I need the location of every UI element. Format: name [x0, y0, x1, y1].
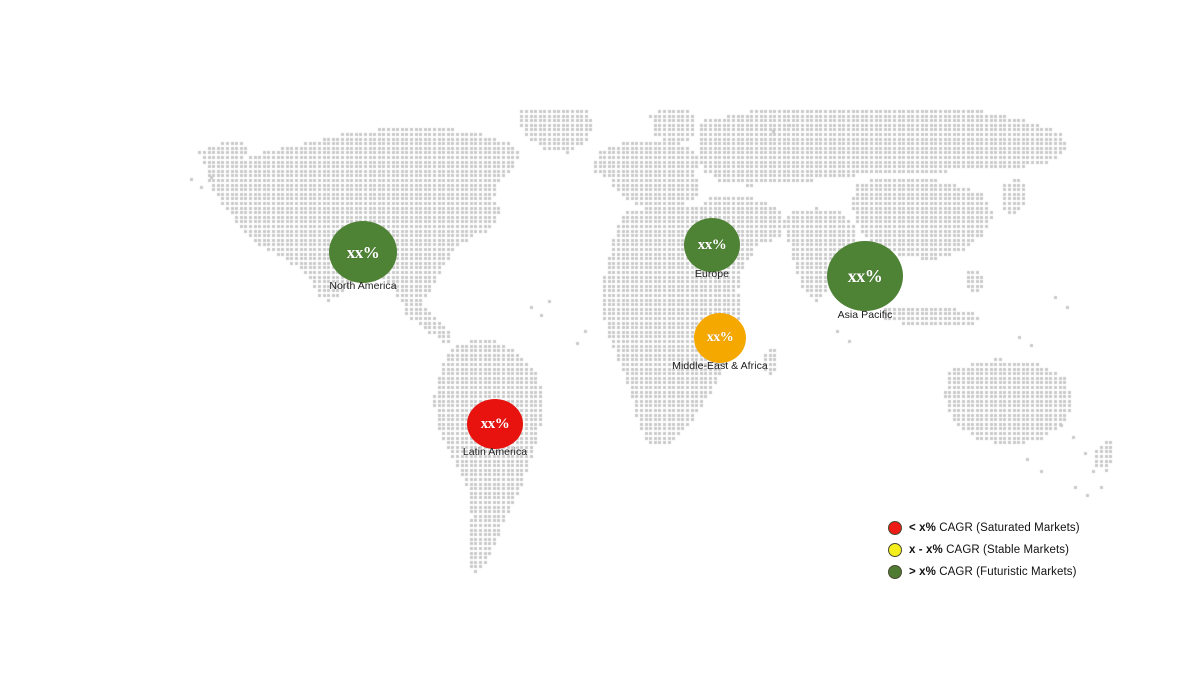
- legend-suffix: CAGR (Futuristic Markets): [935, 566, 1077, 578]
- bubble-value: xx%: [697, 236, 727, 253]
- bubble-value: xx%: [847, 266, 883, 286]
- bubble-label: Asia Pacific: [837, 309, 893, 321]
- legend-swatch-stable: [888, 543, 902, 557]
- legend-item-stable[interactable]: x - x% CAGR (Stable Markets): [888, 539, 1088, 561]
- legend-label: > x% CAGR (Futuristic Markets): [909, 566, 1077, 578]
- bubble-value: xx%: [346, 242, 380, 262]
- bubble-circle: xx%: [329, 221, 397, 283]
- legend-suffix: CAGR (Saturated Markets): [935, 522, 1080, 534]
- region-bubble-middle-east-africa[interactable]: xx% Middle-East & Africa: [672, 313, 768, 372]
- legend-swatch-futuristic: [888, 565, 902, 579]
- region-bubble-latin-america[interactable]: xx% Latin America: [463, 399, 527, 458]
- region-bubble-asia-pacific[interactable]: xx% Asia Pacific: [827, 241, 903, 321]
- bubble-label: Europe: [694, 268, 730, 280]
- bubble-value: xx%: [706, 330, 734, 345]
- legend-range: x - x%: [909, 544, 943, 556]
- bubble-label: Middle-East & Africa: [672, 360, 768, 372]
- bubble-label: Latin America: [462, 446, 528, 458]
- bubble-circle: xx%: [827, 241, 903, 311]
- legend-label: < x% CAGR (Saturated Markets): [909, 522, 1080, 534]
- bubble-circle: xx%: [694, 313, 746, 363]
- bubble-value: xx%: [480, 415, 510, 432]
- legend-item-futuristic[interactable]: > x% CAGR (Futuristic Markets): [888, 561, 1088, 583]
- region-bubble-north-america[interactable]: xx% North America: [329, 221, 397, 292]
- legend-range: < x%: [909, 522, 936, 534]
- legend: < x% CAGR (Saturated Markets) x - x% CAGR…: [888, 517, 1088, 583]
- bubble-circle: xx%: [684, 218, 740, 272]
- region-bubble-europe[interactable]: xx% Europe: [684, 218, 740, 280]
- legend-swatch-saturated: [888, 521, 902, 535]
- legend-item-saturated[interactable]: < x% CAGR (Saturated Markets): [888, 517, 1088, 539]
- bubble-circle: xx%: [467, 399, 523, 449]
- legend-range: > x%: [909, 566, 936, 578]
- legend-label: x - x% CAGR (Stable Markets): [909, 544, 1069, 556]
- bubble-label: North America: [329, 280, 397, 292]
- legend-suffix: CAGR (Stable Markets): [942, 544, 1070, 556]
